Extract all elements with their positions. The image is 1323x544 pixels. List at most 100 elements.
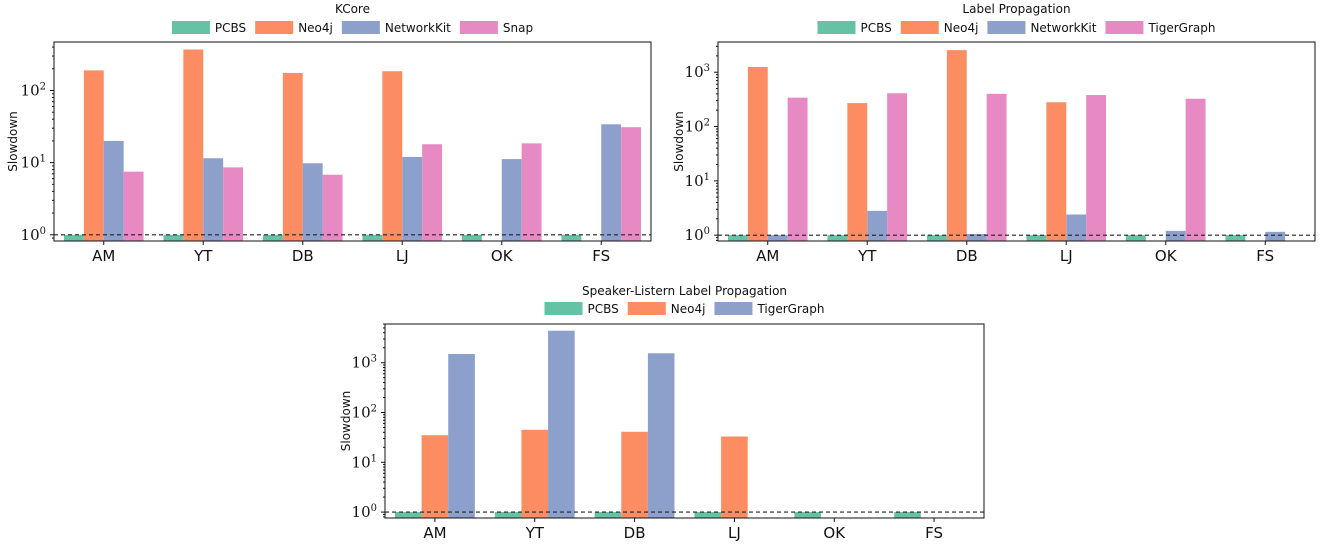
bar xyxy=(123,171,144,241)
y-tick-label: 102 xyxy=(685,118,710,136)
bar xyxy=(986,93,1007,241)
y-tick-label: 100 xyxy=(352,503,377,521)
legend-swatch xyxy=(627,302,666,315)
bar xyxy=(163,234,184,241)
y-tick-label: 103 xyxy=(352,354,377,372)
y-tick-label: 101 xyxy=(21,154,46,172)
bar xyxy=(1125,235,1146,241)
x-tick-label: AM xyxy=(92,247,115,265)
bar xyxy=(1165,230,1186,241)
bar xyxy=(561,234,582,241)
bar xyxy=(621,431,648,518)
legend-swatch xyxy=(900,21,939,34)
bar xyxy=(322,174,343,241)
x-tick-label: FS xyxy=(1256,247,1274,265)
bar xyxy=(694,512,722,518)
bar xyxy=(787,97,808,241)
bar xyxy=(302,163,323,241)
bar xyxy=(1185,98,1206,241)
x-tick-label: YT xyxy=(193,247,213,265)
legend-label: Neo4j xyxy=(671,302,706,316)
bar xyxy=(827,235,848,241)
bar xyxy=(103,140,124,241)
bar xyxy=(621,127,642,241)
legend-label: PCBS xyxy=(588,302,619,316)
bar xyxy=(461,234,482,241)
y-tick-label: 100 xyxy=(21,226,46,244)
bar xyxy=(1066,214,1087,241)
bar xyxy=(794,512,821,518)
x-tick-label: LJ xyxy=(728,524,741,542)
x-tick-label: DB xyxy=(956,247,978,265)
legend-swatch xyxy=(459,21,498,34)
plot-frame xyxy=(384,323,985,519)
y-tick-label: 101 xyxy=(352,453,377,471)
x-tick-label: OK xyxy=(1155,247,1178,265)
legend-swatch xyxy=(817,21,856,34)
bar xyxy=(262,234,283,241)
legend: PCBS Neo4j TigerGraph xyxy=(544,302,824,316)
bar xyxy=(1265,231,1286,241)
bar xyxy=(847,103,868,241)
bar xyxy=(394,512,422,518)
bar xyxy=(926,235,947,241)
x-tick-label: AM xyxy=(423,524,446,542)
plot-frame xyxy=(717,41,1316,242)
y-axis-label: Slowdown xyxy=(672,111,686,172)
legend: PCBS Neo4j NetworkKit Snap xyxy=(171,21,533,35)
bar xyxy=(721,436,748,518)
legend-item: PCBS xyxy=(817,21,892,35)
x-tick-label: LJ xyxy=(1060,247,1073,265)
legend-swatch xyxy=(255,21,294,34)
x-tick-label: LJ xyxy=(396,247,409,265)
y-tick-label: 100 xyxy=(685,226,710,244)
bar xyxy=(448,353,475,518)
legend-item: PCBS xyxy=(171,21,246,35)
legend-item: Neo4j xyxy=(900,21,978,35)
plot-frame xyxy=(53,41,652,242)
legend-item: NetworkKit xyxy=(987,21,1097,35)
legend-item: Snap xyxy=(459,21,533,35)
bar xyxy=(494,512,522,518)
y-tick-label: 102 xyxy=(21,81,46,99)
legend-item: TigerGraph xyxy=(1105,21,1216,35)
bar xyxy=(887,93,908,242)
legend-swatch xyxy=(171,21,210,34)
legend-swatch xyxy=(714,302,753,315)
legend-item: TigerGraph xyxy=(714,302,824,316)
bar xyxy=(548,330,575,518)
legend-item: PCBS xyxy=(544,302,619,316)
chart-panel-1: Label Propagation PCBS Neo4j NetworkKit Tige… xyxy=(672,2,1316,265)
bar xyxy=(521,429,549,518)
bar xyxy=(223,167,244,241)
legend-label: Snap xyxy=(503,21,533,35)
bar xyxy=(1046,102,1067,242)
bar xyxy=(894,512,921,518)
legend-swatch xyxy=(341,21,380,34)
bar xyxy=(594,512,622,518)
bar xyxy=(203,158,224,241)
legend-label: Neo4j xyxy=(298,21,333,35)
legend-swatch xyxy=(1105,21,1144,34)
chart-title: Speaker-Listern Label Propagation xyxy=(582,284,787,298)
bar xyxy=(946,50,967,241)
legend-label: PCBS xyxy=(861,21,892,35)
x-tick-label: OK xyxy=(823,524,846,542)
y-tick-label: 102 xyxy=(352,404,377,422)
bar xyxy=(727,235,748,241)
x-tick-label: OK xyxy=(491,247,514,265)
bar xyxy=(966,233,987,241)
bar xyxy=(601,124,622,241)
bar xyxy=(63,234,84,241)
legend-swatch xyxy=(987,21,1026,34)
bar xyxy=(647,353,675,518)
bar xyxy=(402,156,423,241)
bar xyxy=(521,143,542,241)
y-axis-label: Slowdown xyxy=(6,111,20,172)
legend-label: PCBS xyxy=(215,21,246,35)
legend-swatch xyxy=(544,302,583,315)
bar xyxy=(362,234,383,241)
legend: PCBS Neo4j NetworkKit TigerGraph xyxy=(817,21,1216,35)
bar xyxy=(1086,95,1107,241)
